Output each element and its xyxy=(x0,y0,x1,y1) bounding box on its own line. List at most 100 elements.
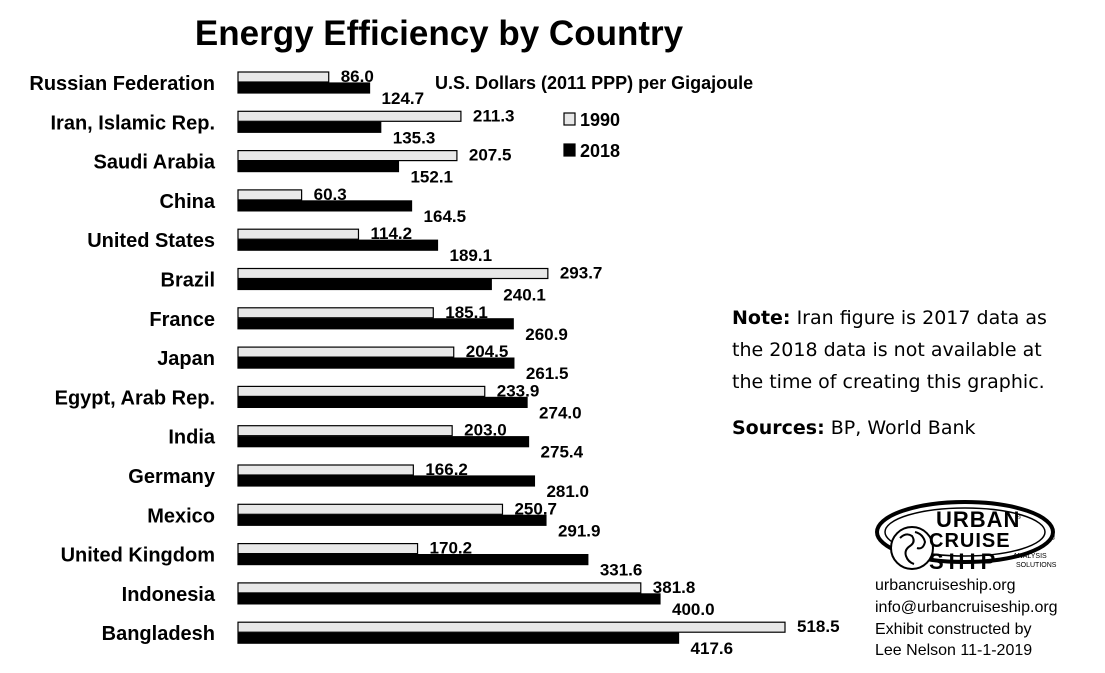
value-label-2018: 331.6 xyxy=(600,561,643,580)
bar-2018 xyxy=(237,632,680,644)
bar-group: Russian Federation 86.0 124.7 Iran, Islamic… xyxy=(29,67,839,658)
category-label: Mexico xyxy=(147,505,215,527)
bar-2018 xyxy=(237,239,439,251)
legend: 1990 2018 xyxy=(563,110,620,161)
legend-swatch-1990 xyxy=(563,112,576,126)
logo-cruise: CRUISE xyxy=(929,530,1011,552)
legend-label-2018: 2018 xyxy=(580,141,620,161)
value-label-1990: 211.3 xyxy=(473,106,515,125)
bar-2018 xyxy=(237,82,371,94)
category-label: Bangladesh xyxy=(102,623,215,645)
sources-lead: Sources: xyxy=(732,417,825,439)
category-label: United Kingdom xyxy=(61,545,215,567)
logo-ship: SHIP xyxy=(929,549,1000,574)
bar-1990 xyxy=(237,267,549,280)
category-label: Brazil xyxy=(161,270,215,292)
bar-1990 xyxy=(237,582,642,594)
bar-2018 xyxy=(237,161,400,173)
category-label: Germany xyxy=(128,466,216,488)
value-label-1990: 60.3 xyxy=(314,185,347,204)
category-label: India xyxy=(168,427,216,449)
note-lead: Note: xyxy=(732,307,791,329)
note-line-3: the time of creating this graphic. xyxy=(732,371,1045,393)
bar-1990 xyxy=(237,228,360,240)
category-label: United States xyxy=(87,230,215,252)
legend-label-1990: 1990 xyxy=(580,110,620,130)
value-label-2018: 281.0 xyxy=(546,482,589,501)
bar-2018 xyxy=(237,121,382,133)
legend-swatch-2018 xyxy=(563,143,576,157)
category-label: Egypt, Arab Rep. xyxy=(55,387,215,409)
value-label-1990: 250.7 xyxy=(514,499,557,518)
note-text-1: Iran figure is 2017 data as xyxy=(791,307,1047,329)
category-label: Saudi Arabia xyxy=(93,152,215,174)
note-line-2: the 2018 data is not available at xyxy=(732,339,1042,361)
bar-2018 xyxy=(237,475,536,487)
chart-title: Energy Efficiency by Country xyxy=(195,14,684,53)
logo-inner-ring xyxy=(884,507,1046,557)
value-label-2018: 275.4 xyxy=(541,443,584,462)
bar-2018 xyxy=(237,553,589,566)
bar-1990 xyxy=(237,425,453,437)
bar-2018 xyxy=(237,514,547,526)
value-label-1990: 518.5 xyxy=(797,617,840,636)
category-label: Indonesia xyxy=(122,584,216,606)
logo-analysis: ANALYSIS xyxy=(1013,553,1047,560)
value-label-2018: 274.0 xyxy=(539,403,582,422)
note-block: Note: Iran figure is 2017 data as the 20… xyxy=(732,307,1047,439)
bar-2018 xyxy=(237,396,528,408)
bar-1990 xyxy=(237,110,462,122)
value-label-2018: 189.1 xyxy=(449,246,492,265)
bar-1990 xyxy=(237,542,419,555)
bar-1990 xyxy=(237,189,303,201)
bar-1990 xyxy=(237,503,504,515)
value-label-1990: 86.0 xyxy=(341,67,374,86)
credit-author-line: Exhibit constructed by xyxy=(875,621,1032,638)
logo-registered-1: ® xyxy=(1016,513,1022,521)
bar-2018 xyxy=(237,357,515,369)
category-label: France xyxy=(149,309,215,331)
value-label-2018: 240.1 xyxy=(503,286,546,305)
note-line-1: Note: Iran figure is 2017 data as xyxy=(732,307,1047,329)
bar-1990 xyxy=(237,621,786,633)
value-label-1990: 185.1 xyxy=(445,303,488,322)
value-label-2018: 152.1 xyxy=(410,168,453,187)
bar-2018 xyxy=(237,593,661,605)
value-label-2018: 261.5 xyxy=(526,364,569,383)
value-label-2018: 164.5 xyxy=(424,207,467,226)
value-label-1990: 233.9 xyxy=(497,381,540,400)
credit-email: info@urbancruiseship.org xyxy=(875,599,1058,616)
sources-line: Sources: BP, World Bank xyxy=(732,417,976,439)
urbancruiseship-logo: URBAN ® CRUISE SHIP ANALYSIS SOLUTIONS ® xyxy=(875,500,1057,574)
sources-text: BP, World Bank xyxy=(825,417,976,439)
value-label-2018: 135.3 xyxy=(393,128,436,147)
value-label-1990: 207.5 xyxy=(469,146,512,165)
value-label-1990: 293.7 xyxy=(560,264,603,283)
value-label-2018: 260.9 xyxy=(525,325,568,344)
globe-continents-icon xyxy=(899,531,927,565)
bar-2018 xyxy=(237,278,492,291)
category-label: Russian Federation xyxy=(29,73,215,95)
value-label-1990: 114.2 xyxy=(370,224,412,243)
logo-ring xyxy=(875,500,1055,564)
bar-2018 xyxy=(237,436,530,448)
value-label-1990: 170.2 xyxy=(430,539,473,558)
logo-registered-2: ® xyxy=(1050,534,1056,542)
value-label-1990: 203.0 xyxy=(464,421,507,440)
chart-subtitle: U.S. Dollars (2011 PPP) per Gigajoule xyxy=(435,73,753,93)
bar-1990 xyxy=(237,385,486,397)
logo-solutions: SOLUTIONS xyxy=(1016,562,1057,569)
value-label-1990: 204.5 xyxy=(466,342,509,361)
credits: urbancruiseship.org info@urbancruiseship… xyxy=(875,577,1058,659)
bar-1990 xyxy=(237,150,458,162)
value-label-1990: 381.8 xyxy=(653,578,696,597)
bar-2018 xyxy=(237,318,514,330)
value-label-2018: 400.0 xyxy=(672,600,715,619)
credit-site: urbancruiseship.org xyxy=(875,577,1016,594)
category-label: China xyxy=(159,191,215,213)
bar-1990 xyxy=(237,307,434,319)
bar-1990 xyxy=(237,464,414,476)
bar-1990 xyxy=(237,71,330,83)
bar-2018 xyxy=(237,200,413,212)
